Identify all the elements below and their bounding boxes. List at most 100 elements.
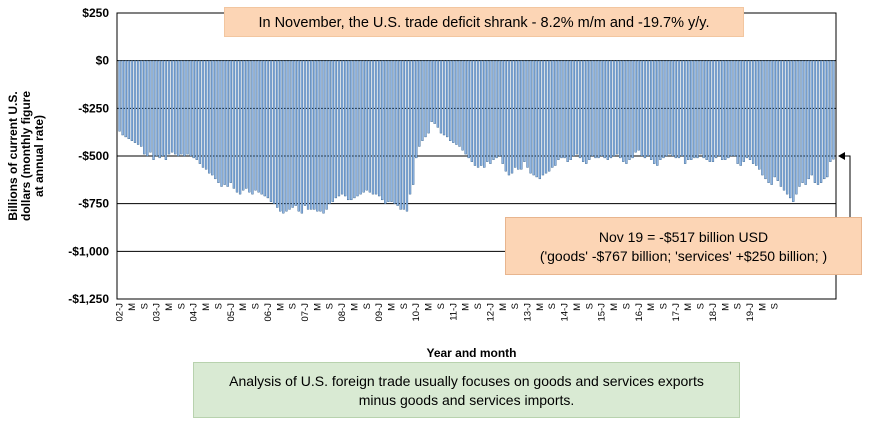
x-tick-label: M bbox=[164, 303, 175, 311]
bar bbox=[124, 60, 127, 138]
bar bbox=[272, 60, 276, 204]
bar bbox=[819, 60, 823, 183]
bar bbox=[801, 60, 804, 183]
bar bbox=[714, 60, 718, 159]
x-tick-label: M bbox=[201, 303, 212, 311]
bar bbox=[294, 60, 297, 206]
x-tick-label: 04-J bbox=[189, 303, 200, 322]
bar bbox=[615, 60, 619, 155]
bar bbox=[433, 60, 436, 124]
bar bbox=[226, 60, 229, 187]
bar bbox=[313, 60, 316, 210]
bar bbox=[340, 60, 344, 195]
bar bbox=[724, 60, 727, 160]
note-line-2: minus goods and services imports. bbox=[358, 392, 575, 408]
bar bbox=[257, 60, 260, 193]
bar bbox=[387, 60, 390, 202]
bar bbox=[167, 60, 171, 155]
y-axis-title: Billions of current U.S.dollars (monthly… bbox=[6, 91, 46, 221]
bar bbox=[161, 60, 164, 157]
bar bbox=[708, 60, 711, 162]
chart-headline: In November, the U.S. trade deficit shra… bbox=[224, 7, 744, 37]
bar bbox=[449, 60, 452, 141]
bar bbox=[572, 60, 575, 157]
bar bbox=[195, 60, 198, 160]
bar bbox=[640, 60, 643, 157]
y-tick-labels: $250 $0 -$250 -$500 -$750 -$1,000 -$1,250 bbox=[68, 6, 109, 306]
bar bbox=[483, 60, 486, 168]
bar bbox=[220, 60, 223, 187]
bar bbox=[813, 60, 817, 183]
bar bbox=[612, 60, 616, 157]
bar bbox=[223, 60, 226, 185]
bar bbox=[625, 60, 628, 164]
bar bbox=[634, 60, 637, 153]
bar bbox=[699, 60, 702, 155]
bar bbox=[180, 60, 183, 155]
bar bbox=[390, 60, 393, 202]
bar bbox=[347, 60, 350, 201]
x-tick-label: M bbox=[127, 303, 138, 311]
latest-value-callout: Nov 19 = -$517 billion USD ('goods' -$76… bbox=[505, 217, 862, 275]
bar bbox=[229, 60, 232, 183]
bar bbox=[646, 60, 650, 157]
bar bbox=[628, 60, 631, 160]
x-tick-label: 08-J bbox=[337, 303, 348, 322]
bar bbox=[133, 60, 137, 143]
bar bbox=[507, 60, 511, 176]
bar bbox=[569, 60, 572, 160]
bar bbox=[263, 60, 266, 197]
bar bbox=[619, 60, 622, 159]
x-tick-label: M bbox=[349, 303, 360, 311]
bar bbox=[520, 60, 523, 170]
bar bbox=[198, 60, 202, 164]
x-tick-label: 12-J bbox=[485, 303, 496, 322]
bar bbox=[674, 60, 677, 159]
bar bbox=[495, 60, 498, 159]
bar bbox=[510, 60, 514, 174]
bar bbox=[807, 60, 810, 180]
x-tick-label: 15-J bbox=[597, 303, 608, 322]
bar bbox=[668, 60, 671, 155]
bar bbox=[439, 60, 443, 134]
bar bbox=[745, 60, 749, 159]
x-tick-label: M bbox=[609, 303, 620, 311]
bar bbox=[829, 60, 832, 162]
bar bbox=[563, 60, 566, 159]
bar bbox=[362, 60, 365, 193]
bar bbox=[328, 60, 331, 204]
x-tick-label: 09-J bbox=[374, 303, 385, 322]
bar bbox=[560, 60, 563, 159]
bar bbox=[442, 60, 446, 136]
bar bbox=[384, 60, 387, 204]
bar bbox=[306, 60, 310, 210]
bar bbox=[532, 60, 535, 176]
bar bbox=[585, 60, 588, 164]
bar bbox=[804, 60, 807, 185]
x-tick-label: M bbox=[572, 303, 583, 311]
analysis-note: Analysis of U.S. foreign trade usually f… bbox=[193, 362, 740, 418]
bar bbox=[653, 60, 656, 164]
bar bbox=[649, 60, 653, 160]
bar bbox=[192, 60, 195, 159]
x-tick-label: M bbox=[535, 303, 546, 311]
x-tick-label: 18-J bbox=[708, 303, 719, 322]
bar bbox=[665, 60, 668, 157]
bar bbox=[118, 60, 121, 132]
bar bbox=[158, 60, 161, 159]
bar bbox=[544, 60, 548, 174]
x-tick-label: S bbox=[696, 303, 707, 309]
bar bbox=[733, 60, 736, 157]
x-tick-label: S bbox=[547, 303, 558, 309]
bar bbox=[597, 60, 600, 159]
bar bbox=[566, 60, 569, 162]
bar bbox=[325, 60, 328, 210]
bar bbox=[789, 60, 792, 199]
bar bbox=[492, 60, 495, 160]
bar bbox=[643, 60, 647, 159]
x-tick-label: M bbox=[683, 303, 694, 311]
bar bbox=[730, 60, 733, 157]
bar bbox=[455, 60, 458, 145]
x-tick-label: 07-J bbox=[300, 303, 311, 322]
bar bbox=[557, 60, 560, 160]
